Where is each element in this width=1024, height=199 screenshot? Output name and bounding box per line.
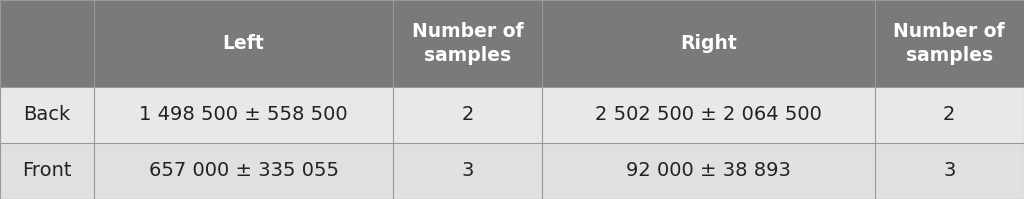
Bar (0, 0, 94, 87)
Text: Front: Front (23, 161, 72, 180)
Bar (874, 87, 1024, 143)
Text: 657 000 ± 335 055: 657 000 ± 335 055 (148, 161, 339, 180)
Bar (543, 143, 874, 199)
Text: 1 498 500 ± 558 500: 1 498 500 ± 558 500 (139, 105, 348, 124)
Bar (94, 143, 393, 199)
Text: Right: Right (680, 34, 737, 53)
Text: Number of
samples: Number of samples (412, 22, 523, 64)
Bar (0, 143, 94, 199)
Bar (393, 87, 543, 143)
Text: 3: 3 (943, 161, 955, 180)
Bar (393, 0, 543, 87)
Bar (543, 87, 874, 143)
Text: 2 502 500 ± 2 064 500: 2 502 500 ± 2 064 500 (595, 105, 822, 124)
Bar (543, 0, 874, 87)
Text: 2: 2 (462, 105, 474, 124)
Bar (94, 0, 393, 87)
Bar (94, 87, 393, 143)
Bar (874, 0, 1024, 87)
Text: Left: Left (222, 34, 264, 53)
Text: 3: 3 (462, 161, 474, 180)
Text: Number of
samples: Number of samples (894, 22, 1006, 64)
Bar (0, 87, 94, 143)
Text: 2: 2 (943, 105, 955, 124)
Text: 92 000 ± 38 893: 92 000 ± 38 893 (626, 161, 791, 180)
Text: Back: Back (24, 105, 71, 124)
Bar (874, 143, 1024, 199)
Bar (393, 143, 543, 199)
